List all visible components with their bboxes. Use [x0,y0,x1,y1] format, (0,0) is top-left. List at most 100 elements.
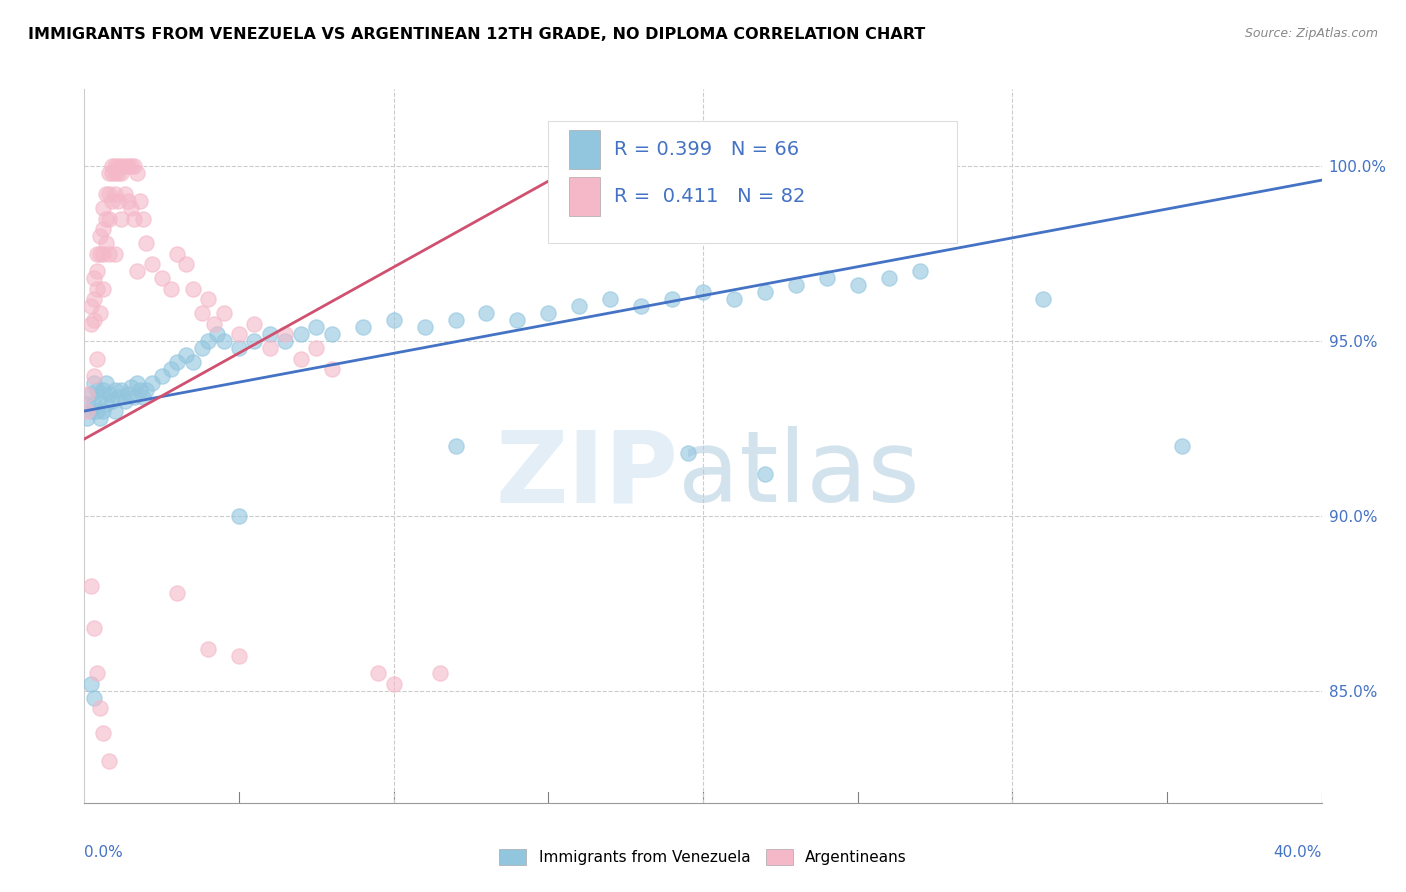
Point [107,390,129,404]
Point [166,586,188,600]
Point [290,327,312,342]
Point [132,211,155,226]
Point [117,386,139,401]
Point [166,355,188,369]
Point [630,299,652,313]
Point [114,187,136,202]
Point [125,166,148,180]
Point [166,246,188,260]
FancyBboxPatch shape [569,130,600,169]
Point [89,411,111,425]
Point [104,187,127,202]
Point [83,621,105,635]
Point [274,334,297,348]
Point [160,362,183,376]
Point [191,306,214,320]
Point [676,446,699,460]
Point [110,383,132,397]
Point [243,334,266,348]
Point [259,327,281,342]
Point [107,166,129,180]
Point [125,376,148,390]
Point [79,386,101,401]
Point [181,282,204,296]
Point [79,317,101,331]
Point [104,166,127,180]
Point [176,348,198,362]
Point [212,306,235,320]
Point [228,341,250,355]
Point [692,285,714,299]
Point [212,334,235,348]
Point [107,159,129,173]
Point [86,246,108,260]
Point [117,159,139,173]
Point [1171,439,1194,453]
Point [1032,292,1054,306]
Point [83,369,105,384]
Point [89,701,111,715]
Point [101,159,124,173]
Point [89,390,111,404]
Point [98,187,121,202]
Point [537,306,560,320]
Point [101,166,124,180]
Point [135,383,157,397]
Point [197,641,219,656]
Point [243,317,266,331]
Point [135,236,157,251]
Point [382,313,405,327]
Point [110,159,132,173]
Point [290,351,312,366]
Point [98,166,121,180]
Point [122,159,145,173]
Point [599,292,621,306]
Point [83,271,105,285]
Text: Source: ZipAtlas.com: Source: ZipAtlas.com [1244,27,1378,40]
Point [475,306,498,320]
Point [79,677,101,691]
Point [94,397,117,411]
Point [141,376,163,390]
Point [367,666,389,681]
Point [877,271,900,285]
Point [91,222,114,236]
Point [120,201,142,215]
Text: IMMIGRANTS FROM VENEZUELA VS ARGENTINEAN 12TH GRADE, NO DIPLOMA CORRELATION CHAR: IMMIGRANTS FROM VENEZUELA VS ARGENTINEAN… [28,27,925,42]
Point [429,666,451,681]
Point [160,282,183,296]
Point [89,229,111,244]
Text: atlas: atlas [678,426,920,523]
Point [114,393,136,408]
Point [91,201,114,215]
Point [114,159,136,173]
Point [125,264,148,278]
Point [91,383,114,397]
Point [176,257,198,271]
Point [846,278,869,293]
Point [86,282,108,296]
Point [94,211,117,226]
Point [506,313,529,327]
Point [86,351,108,366]
Point [228,648,250,663]
Point [91,404,114,418]
Point [110,211,132,226]
Point [120,379,142,393]
Point [94,236,117,251]
Point [202,317,225,331]
Point [89,246,111,260]
Point [86,666,108,681]
Point [83,690,105,705]
Point [785,278,807,293]
Point [382,677,405,691]
Point [94,187,117,202]
Point [107,194,129,208]
Point [76,411,98,425]
Point [122,390,145,404]
Point [228,508,250,523]
Point [94,376,117,390]
Point [150,271,173,285]
Point [122,211,145,226]
Point [120,159,142,173]
